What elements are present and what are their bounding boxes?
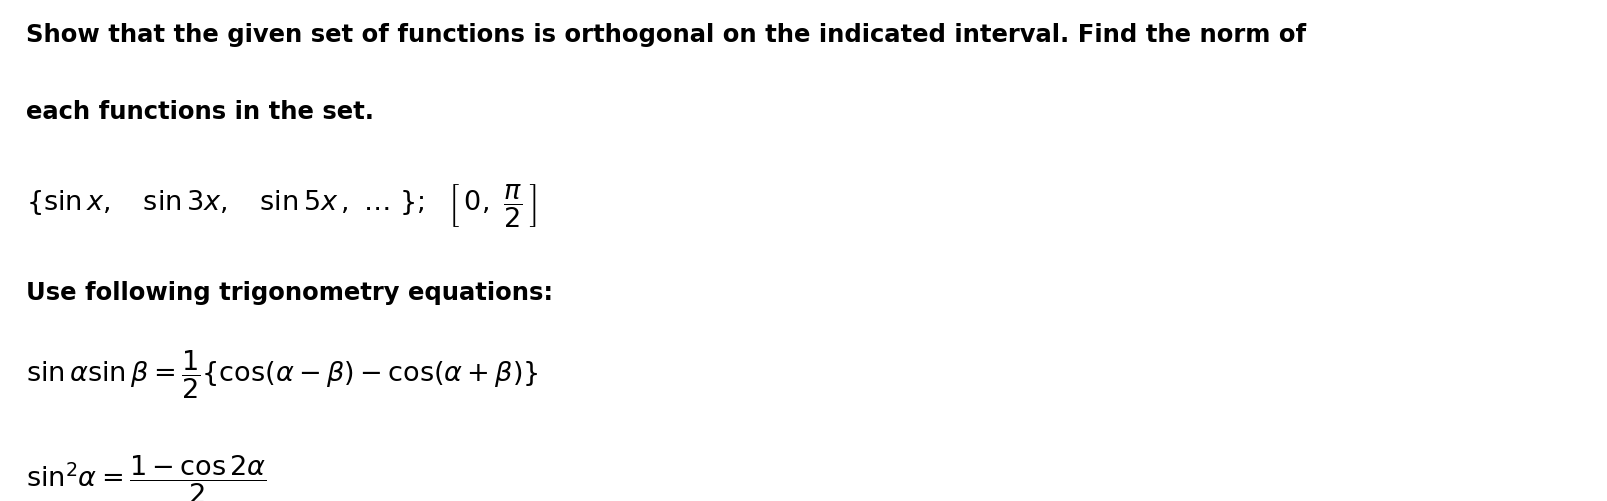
Text: Show that the given set of functions is orthogonal on the indicated interval. Fi: Show that the given set of functions is …: [26, 23, 1306, 47]
Text: Use following trigonometry equations:: Use following trigonometry equations:: [26, 281, 553, 305]
Text: each functions in the set.: each functions in the set.: [26, 100, 374, 124]
Text: $\{\sin x,\quad \sin 3x,\quad \sin 5x\,,\ \ldots\ \};\ \ \left[\,0,\ \dfrac{\pi}: $\{\sin x,\quad \sin 3x,\quad \sin 5x\,,…: [26, 183, 537, 230]
Text: $\sin\alpha\sin\beta = \dfrac{1}{2}\{\cos(\alpha-\beta) - \cos(\alpha+\beta)\}$: $\sin\alpha\sin\beta = \dfrac{1}{2}\{\co…: [26, 348, 538, 401]
Text: $\sin^{2}\!\alpha = \dfrac{1-\cos 2\alpha}{2}$: $\sin^{2}\!\alpha = \dfrac{1-\cos 2\alph…: [26, 453, 267, 501]
